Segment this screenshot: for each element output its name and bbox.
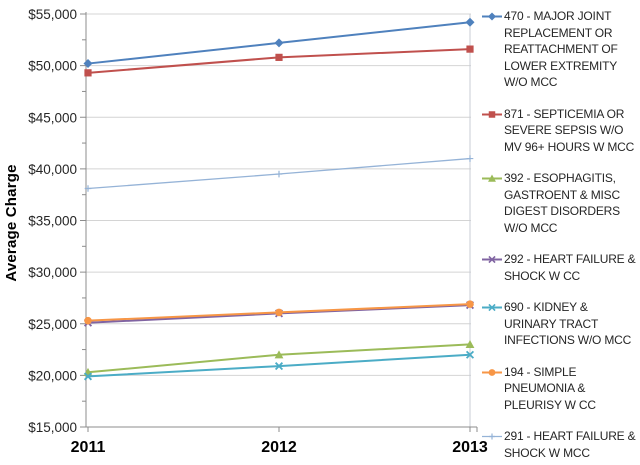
data-point-marker <box>465 350 475 359</box>
series-690 <box>83 350 475 381</box>
data-point-marker <box>83 59 93 69</box>
legend-marker-icon <box>482 174 502 182</box>
data-point-marker <box>488 110 496 118</box>
y-tick-label: $25,000 <box>28 317 77 332</box>
data-point-marker <box>465 17 475 27</box>
data-point-marker <box>83 372 93 381</box>
y-tick-label: $15,000 <box>28 420 77 435</box>
legend-label: 392 - ESOPHAGITIS, GASTROENT & MISC DIGE… <box>504 171 620 235</box>
data-point-marker <box>487 12 497 21</box>
data-point-marker <box>488 303 496 312</box>
chart-legend: 470 - MAJOR JOINT REPLACEMENT OR REATTAC… <box>482 8 640 461</box>
x-tick-label: 2012 <box>261 439 297 456</box>
data-point-marker <box>84 69 92 77</box>
y-tick-label: $40,000 <box>28 162 77 177</box>
legend-marker-icon <box>482 433 502 440</box>
legend-item-291: 291 - HEART FAILURE & SHOCK W MCC <box>482 428 640 461</box>
data-point-marker <box>84 316 92 325</box>
legend-label: 291 - HEART FAILURE & SHOCK W MCC <box>504 429 636 460</box>
legend-marker-icon <box>482 303 502 312</box>
legend-label: 871 - SEPTICEMIA OR SEVERE SEPSIS W/O MV… <box>504 106 635 154</box>
x-tick-label: 2011 <box>71 439 106 456</box>
y-tick-label: $55,000 <box>28 7 77 22</box>
series-392 <box>83 340 475 376</box>
data-point-marker <box>275 53 283 61</box>
legend-label: 690 - KIDNEY & URINARY TRACT INFECTIONS … <box>504 300 632 347</box>
series-line-871 <box>87 48 471 74</box>
data-point-marker <box>466 45 474 53</box>
data-point-marker <box>274 350 284 359</box>
data-point-marker <box>275 170 283 178</box>
legend-marker-icon <box>482 110 502 118</box>
legend-label: 194 - SIMPLE PNEUMONIA & PLEURISY W CC <box>504 364 596 412</box>
legend-item-194: 194 - SIMPLE PNEUMONIA & PLEURISY W CC <box>482 364 640 414</box>
series-470 <box>83 17 475 69</box>
series-291 <box>84 155 474 192</box>
data-point-marker <box>466 300 474 308</box>
data-point-marker <box>274 362 284 371</box>
x-tick-label: 2013 <box>452 439 488 456</box>
y-tick-label: $50,000 <box>28 59 77 74</box>
legend-label: 292 - HEART FAILURE & SHOCK W CC <box>504 252 636 283</box>
y-tick-label: $20,000 <box>28 368 77 383</box>
series-194 <box>84 300 474 325</box>
data-point-marker <box>84 185 92 192</box>
data-point-marker <box>275 308 283 317</box>
legend-label: 470 - MAJOR JOINT REPLACEMENT OR REATTAC… <box>504 9 618 89</box>
data-point-marker <box>489 433 495 440</box>
legend-item-292: 292 - HEART FAILURE & SHOCK W CC <box>482 251 640 284</box>
data-point-marker <box>488 174 496 182</box>
series-871 <box>84 45 474 77</box>
y-axis-title: Average Charge <box>3 164 20 282</box>
data-point-marker <box>274 38 284 48</box>
y-tick-label: $30,000 <box>28 265 77 280</box>
data-point-marker <box>466 155 474 162</box>
data-point-marker <box>465 340 475 348</box>
data-point-marker <box>488 255 496 264</box>
legend-item-470: 470 - MAJOR JOINT REPLACEMENT OR REATTAC… <box>482 8 640 91</box>
data-point-marker <box>488 368 496 376</box>
legend-marker-icon <box>482 12 502 21</box>
legend-item-690: 690 - KIDNEY & URINARY TRACT INFECTIONS … <box>482 299 640 349</box>
y-tick-label: $35,000 <box>28 214 77 229</box>
y-tick-label: $45,000 <box>28 110 77 125</box>
legend-marker-icon <box>482 368 502 376</box>
legend-item-392: 392 - ESOPHAGITIS, GASTROENT & MISC DIGE… <box>482 170 640 236</box>
legend-item-871: 871 - SEPTICEMIA OR SEVERE SEPSIS W/O MV… <box>482 106 640 156</box>
legend-marker-icon <box>482 255 502 264</box>
